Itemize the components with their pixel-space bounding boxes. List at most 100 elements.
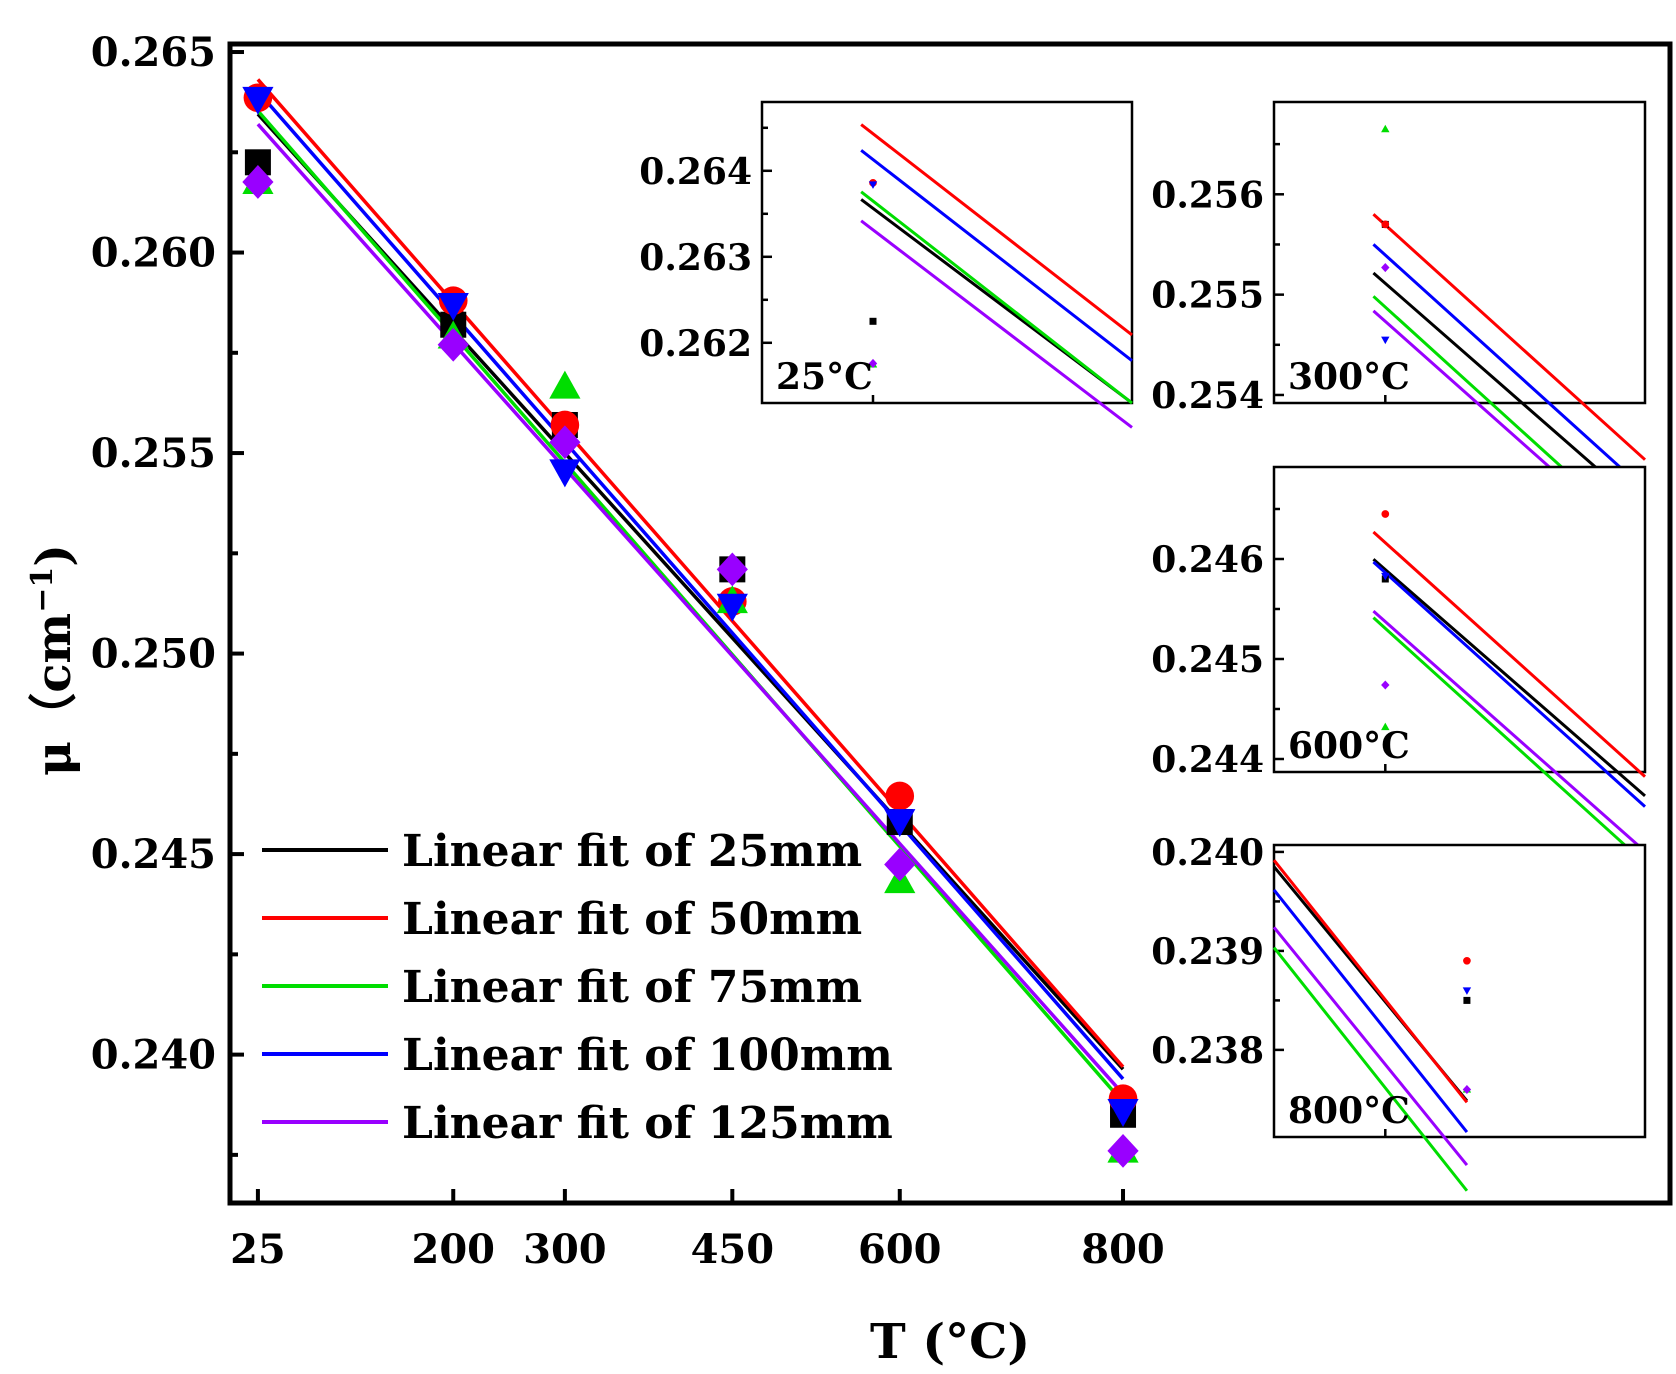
- inset-temperature-label: 600°C: [1288, 725, 1410, 767]
- y-tick-label: 0.260: [91, 230, 216, 277]
- inset-data-point: [869, 317, 877, 325]
- inset-y-tick-label: 0.256: [1151, 174, 1264, 216]
- legend: Linear fit of 25mm Linear fit of 50mm Line…: [262, 826, 893, 1149]
- inset-data-point: [868, 358, 878, 368]
- x-tick-label: 800: [1081, 1226, 1165, 1273]
- x-tick-label: 300: [523, 1226, 607, 1273]
- data-point: [550, 410, 580, 440]
- inset-data-point: [1381, 510, 1390, 518]
- y-axis-title-superscript: −1: [25, 567, 60, 613]
- legend-label: Linear fit of 75mm: [402, 962, 862, 1013]
- legend-label: Linear fit of 25mm: [402, 826, 862, 877]
- data-point: [549, 370, 581, 399]
- inset-y-tick-label: 0.239: [1151, 931, 1264, 973]
- x-tick-label: 600: [858, 1226, 942, 1273]
- inset-data-point: [1463, 996, 1471, 1004]
- data-point: [885, 781, 915, 811]
- inset-fit-line: [1372, 558, 1646, 798]
- x-tick-label: 25: [230, 1226, 286, 1273]
- data-point: [549, 425, 581, 460]
- inset-y-tick-label: 0.254: [1151, 375, 1264, 417]
- y-tick-label: 0.255: [91, 430, 216, 477]
- svg-text:μ（cm−1): μ（cm−1): [25, 544, 82, 776]
- inset-y-tick-label: 0.244: [1151, 739, 1264, 781]
- inset-data-point: [1462, 1084, 1472, 1095]
- fit-line: [256, 90, 1125, 1081]
- inset-data-point: [1381, 336, 1390, 345]
- inset-fit-line: [1372, 610, 1646, 853]
- main-plot-area: 0.240 0.245 0.250 0.255 0.260 0.265 25 200 300 45…: [91, 29, 1673, 1273]
- inset-fit-line: [860, 190, 1133, 405]
- inset-data-point: [1381, 680, 1390, 690]
- fit-line: [256, 123, 1125, 1096]
- inset-fit-line: [1372, 213, 1647, 461]
- inset-y-tick-label: 0.262: [639, 323, 752, 365]
- inset-fit-line: [860, 149, 1133, 362]
- x-axis-title: T (°C): [870, 1314, 1030, 1370]
- data-point: [549, 459, 581, 488]
- y-axis-title-main: μ（cm: [26, 613, 82, 776]
- legend-label: Linear fit of 125mm: [402, 1098, 893, 1149]
- inset-temperature-label: 800°C: [1288, 1090, 1410, 1132]
- y-tick-label: 0.240: [91, 1032, 216, 1079]
- inset-y-tick-label: 0.240: [1151, 832, 1264, 874]
- inset-data-point: [868, 181, 878, 189]
- inset-y-tick-label: 0.263: [639, 237, 752, 279]
- x-tick-label: 450: [691, 1226, 775, 1273]
- inset-y-tick-label: 0.245: [1151, 639, 1264, 681]
- data-point: [1107, 1099, 1139, 1128]
- inset-data-point: [1381, 572, 1390, 581]
- fit-line: [256, 78, 1125, 1069]
- inset-frame: [1272, 843, 1647, 1139]
- data-point: [242, 165, 274, 199]
- inset-fit-line: [860, 123, 1133, 337]
- plot-frame: [227, 41, 1673, 1206]
- inset-y-tick-label: 0.246: [1151, 539, 1264, 581]
- inset-fit-line: [1372, 560, 1647, 808]
- y-tick-label: 0.250: [91, 631, 216, 678]
- fit-line: [256, 112, 1125, 1071]
- y-axis-title-close: ): [26, 544, 82, 567]
- inset-fit-line: [860, 219, 1133, 429]
- inset-panel: 0.238 0.239 0.240 800°C: [1151, 832, 1647, 1192]
- legend-label: Linear fit of 50mm: [402, 894, 862, 945]
- inset-temperature-label: 300°C: [1288, 356, 1410, 398]
- inset-data-point: [1381, 220, 1390, 229]
- data-point: [884, 847, 916, 882]
- inset-panel: 0.244 0.245 0.246 600°C: [1151, 465, 1647, 865]
- inset-fit-line: [1272, 859, 1469, 1104]
- data-point: [716, 593, 748, 622]
- data-point: [1107, 1133, 1139, 1168]
- inset-data-point: [1381, 124, 1390, 133]
- inset-y-tick-label: 0.238: [1151, 1030, 1264, 1072]
- data-point: [716, 552, 748, 587]
- data-point: [437, 292, 469, 321]
- inset-data-point: [1381, 263, 1390, 273]
- data-point: [437, 327, 469, 362]
- inset-frame: [1272, 100, 1647, 405]
- inset-data-point: [1463, 956, 1471, 965]
- inset-temperature-label: 25°C: [776, 356, 873, 398]
- inset-data-point: [1462, 987, 1472, 995]
- inset-fit-line: [1272, 888, 1469, 1133]
- y-axis-title: μ（cm−1): [25, 544, 82, 776]
- inset-fit-line: [1372, 530, 1647, 778]
- x-tick-label: 200: [412, 1226, 496, 1273]
- inset-data-point: [1381, 722, 1390, 731]
- y-tick-label: 0.245: [91, 831, 216, 878]
- inset-fit-line: [1272, 946, 1469, 1192]
- data-point: [884, 809, 916, 838]
- inset-panel: 0.254 0.255 0.256 300°C: [1151, 100, 1647, 554]
- inset-panel: 0.262 0.263 0.264 25°C: [639, 100, 1134, 429]
- data-point: [242, 86, 274, 115]
- inset-y-tick-label: 0.264: [639, 151, 752, 193]
- legend-label: Linear fit of 100mm: [402, 1030, 893, 1081]
- inset-frame: [760, 100, 1134, 405]
- inset-fit-line: [1272, 926, 1469, 1167]
- inset-y-tick-label: 0.255: [1151, 275, 1264, 317]
- inset-fit-line: [1372, 616, 1647, 865]
- inset-fit-line: [1372, 243, 1647, 491]
- y-tick-label: 0.265: [91, 29, 216, 76]
